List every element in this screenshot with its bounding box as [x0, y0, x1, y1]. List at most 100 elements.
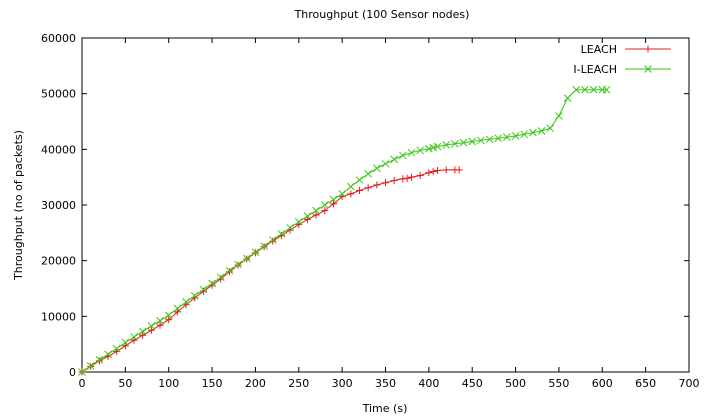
x-tick-label: 500	[505, 377, 526, 390]
y-tick-label: 40000	[41, 143, 76, 156]
y-axis-label: Throughput (no of packets)	[12, 130, 25, 281]
data-point	[268, 236, 277, 244]
data-point	[407, 148, 416, 157]
data-point	[199, 285, 208, 294]
x-tick-label: 400	[418, 377, 439, 390]
data-point	[251, 248, 260, 257]
data-point	[425, 144, 433, 153]
y-tick-label: 50000	[41, 88, 76, 101]
chart-title: Throughput (100 Sensor nodes)	[294, 8, 470, 21]
series-line	[81, 89, 607, 373]
data-point	[208, 279, 216, 288]
data-point	[434, 166, 442, 174]
data-point	[190, 291, 199, 300]
y-axis-ticks: 0 10000 20000 30000 40000 50000 60000	[41, 32, 689, 379]
legend-label: LEACH	[581, 43, 617, 56]
data-point	[320, 201, 329, 209]
data-point	[602, 85, 611, 94]
x-tick-label: 650	[635, 377, 656, 390]
data-point	[312, 206, 320, 215]
x-tick-label: 150	[202, 377, 223, 390]
data-point	[165, 316, 173, 324]
data-point	[399, 175, 407, 183]
data-point	[494, 134, 503, 143]
data-point	[173, 304, 182, 313]
data-point	[164, 311, 173, 320]
data-point	[312, 211, 320, 219]
data-point	[130, 333, 138, 341]
data-point	[442, 141, 451, 149]
data-point	[156, 321, 164, 329]
data-point	[429, 143, 438, 152]
data-point	[294, 217, 303, 226]
x-tick-label: 550	[548, 377, 569, 390]
data-point	[338, 190, 346, 198]
data-point	[225, 266, 234, 275]
data-point	[286, 223, 294, 232]
data-point	[408, 173, 416, 181]
data-point	[572, 85, 581, 94]
legend: LEACH I-LEACH	[573, 43, 671, 76]
data-point	[416, 146, 425, 155]
data-point	[433, 142, 442, 151]
data-point	[173, 308, 181, 316]
data-point	[529, 128, 537, 137]
data-point	[355, 187, 363, 195]
data-point	[503, 133, 511, 141]
x-axis-label: Time (s)	[362, 402, 408, 415]
data-point	[364, 169, 373, 178]
data-point	[373, 181, 381, 189]
data-point	[329, 195, 338, 204]
series-i-leach	[78, 85, 611, 376]
data-point	[537, 127, 546, 135]
data-point	[563, 94, 572, 102]
data-point	[403, 174, 411, 182]
data-point	[216, 273, 225, 282]
x-tick-label: 200	[245, 377, 266, 390]
series-layer	[78, 85, 611, 376]
data-point	[468, 137, 477, 146]
data-point	[555, 112, 563, 120]
data-point	[520, 130, 529, 139]
data-point	[477, 136, 485, 145]
data-point	[364, 184, 372, 192]
data-point	[225, 268, 233, 276]
data-point	[95, 355, 104, 364]
data-point	[147, 326, 155, 334]
y-tick-label: 0	[69, 366, 76, 379]
data-point	[589, 85, 598, 94]
x-axis-ticks: 0 50 100 150 200 250 300 350 400 450 500 550 600 650 7…	[79, 38, 700, 390]
data-point	[277, 230, 286, 238]
data-point	[581, 85, 589, 94]
data-point	[139, 331, 147, 339]
series-line	[81, 169, 460, 373]
data-point	[86, 362, 95, 370]
x-tick-label: 700	[679, 377, 700, 390]
data-point	[104, 350, 112, 359]
data-point	[355, 176, 364, 184]
x-tick-label: 350	[375, 377, 396, 390]
y-tick-label: 30000	[41, 199, 76, 212]
x-tick-label: 0	[79, 377, 86, 390]
data-point	[112, 344, 121, 353]
x-tick-label: 300	[332, 377, 353, 390]
y-tick-label: 60000	[41, 32, 76, 45]
x-tick-label: 250	[288, 377, 309, 390]
data-point	[329, 200, 337, 208]
data-point	[321, 207, 329, 215]
data-point	[182, 298, 190, 306]
data-point	[121, 338, 130, 347]
data-point	[138, 327, 147, 336]
data-point	[451, 139, 459, 148]
data-point	[121, 342, 129, 350]
plot-area-frame	[81, 37, 690, 373]
legend-label: I-LEACH	[573, 63, 617, 76]
data-point	[416, 171, 424, 179]
data-point	[382, 179, 389, 187]
x-tick-label: 50	[118, 377, 132, 390]
data-point	[455, 166, 463, 174]
data-point	[303, 215, 311, 223]
y-tick-label: 10000	[41, 310, 76, 323]
y-tick-label: 20000	[41, 255, 76, 268]
